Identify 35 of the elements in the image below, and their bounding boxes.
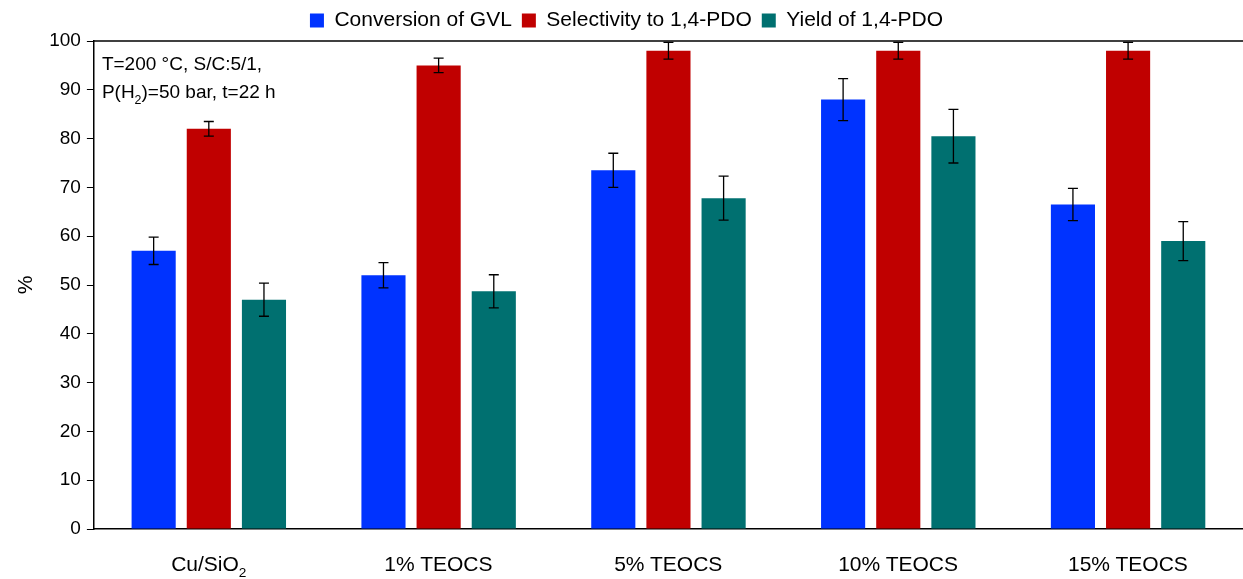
y-tick-label: 100 — [49, 29, 81, 51]
bar — [361, 275, 406, 529]
y-tick-label: 90 — [59, 78, 81, 100]
y-tick-label: 10 — [59, 468, 81, 490]
bar — [471, 291, 516, 529]
bar — [1161, 241, 1206, 529]
y-tick-label: 70 — [59, 175, 81, 197]
y-tick-label: 40 — [59, 322, 81, 344]
bar — [821, 99, 866, 529]
y-tick-label: 50 — [59, 273, 81, 295]
bar — [186, 128, 231, 529]
legend-label: Selectivity to 1,4-PDO — [546, 7, 752, 31]
bar — [1050, 204, 1095, 529]
bar — [131, 250, 176, 529]
y-tick-label: 20 — [59, 419, 81, 441]
y-tick-label: 80 — [59, 126, 81, 148]
y-tick-label: 60 — [59, 224, 81, 246]
bar — [1106, 50, 1151, 529]
bar — [416, 65, 461, 529]
annotation: T=200 °C, S/C:5/1, — [101, 53, 263, 74]
legend-label: Yield of 1,4-PDO — [786, 7, 944, 31]
x-tick-label: 1% TEOCS — [384, 552, 493, 575]
legend-label: Conversion of GVL — [334, 7, 512, 31]
bar — [931, 136, 976, 529]
x-tick-label: 15% TEOCS — [1067, 552, 1188, 575]
bar — [701, 198, 746, 529]
y-tick-label: 0 — [70, 517, 81, 539]
y-axis-title: % — [13, 275, 37, 295]
bar — [591, 170, 636, 529]
x-tick-label: 5% TEOCS — [614, 552, 723, 575]
y-tick-label: 30 — [59, 370, 81, 392]
bar — [646, 50, 691, 529]
x-tick-label: 10% TEOCS — [838, 552, 958, 575]
bar — [876, 50, 921, 529]
bar — [241, 299, 287, 529]
